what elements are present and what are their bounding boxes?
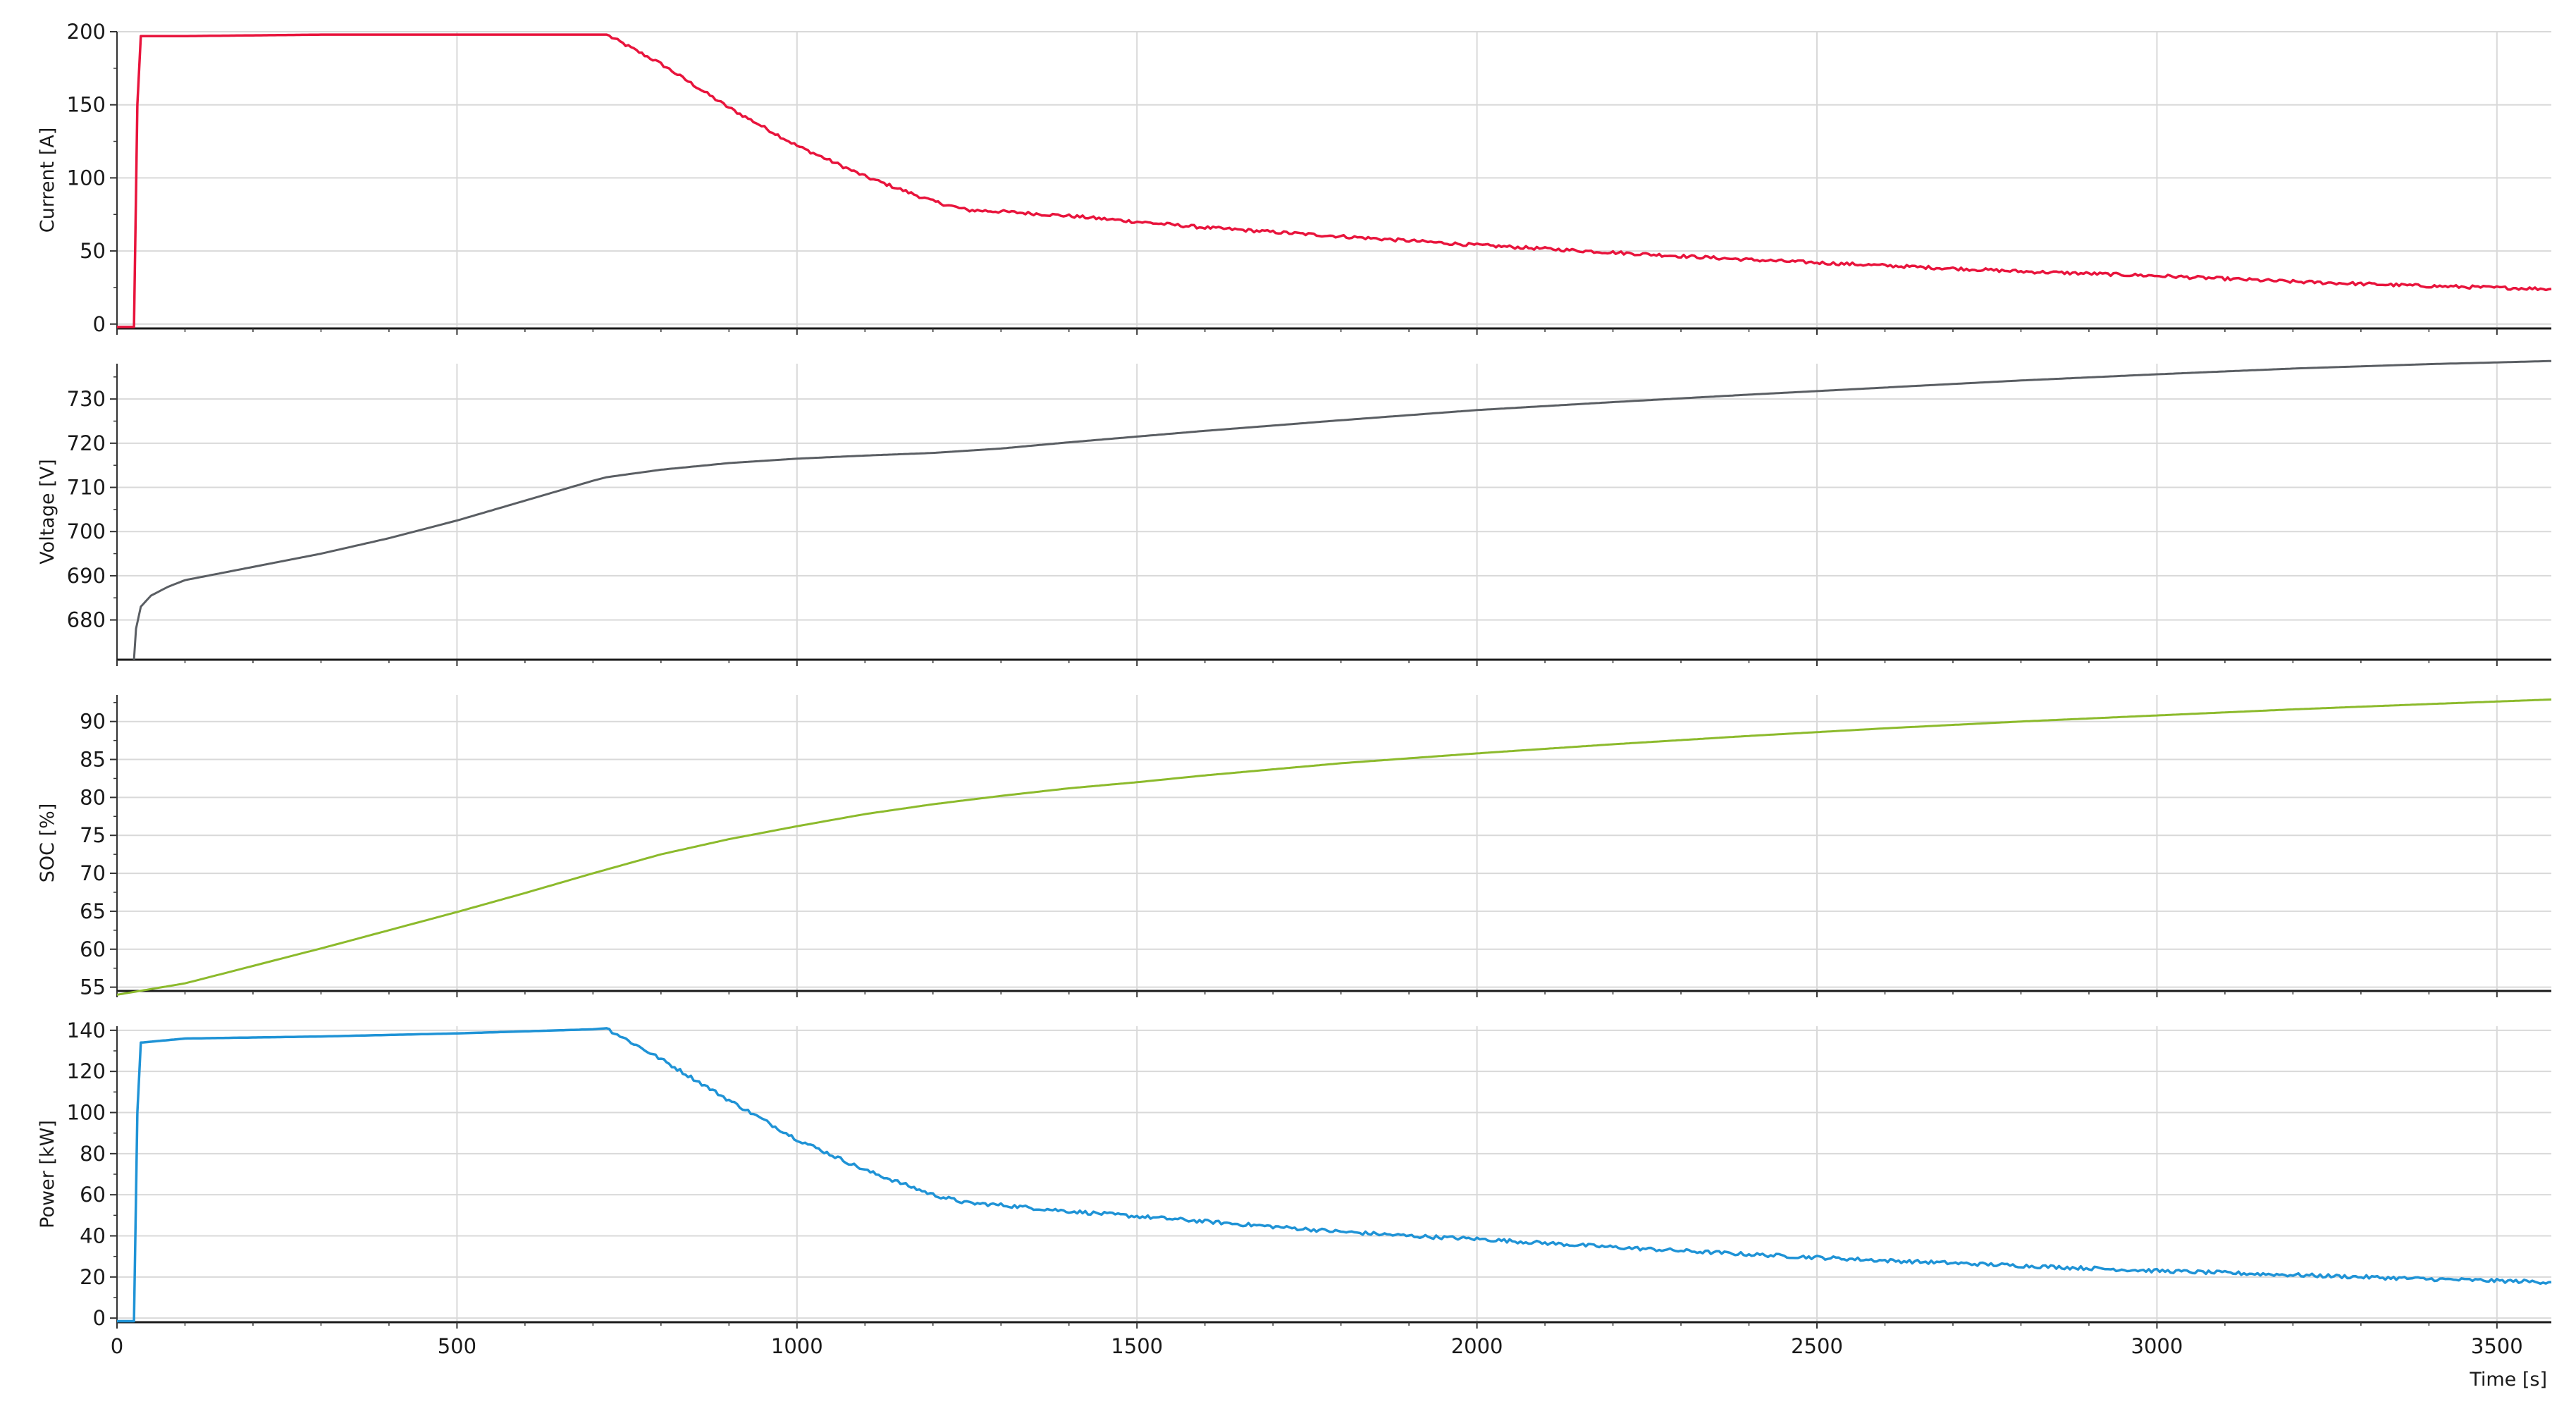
y-axis-label: Voltage [V] xyxy=(37,459,58,564)
x-tick-label: 0 xyxy=(111,1334,123,1358)
series-line xyxy=(116,698,2552,996)
y-tick-label: 200 xyxy=(67,20,106,44)
y-tick-label: 85 xyxy=(80,748,106,772)
x-axis-label: Time [s] xyxy=(2469,1369,2547,1391)
y-tick-label: 680 xyxy=(67,608,106,632)
x-tick-label: 2500 xyxy=(1791,1334,1843,1358)
y-tick-label: 80 xyxy=(80,785,106,809)
panel-1: 0 50 100 150 200 Current [A] xyxy=(37,20,2552,336)
y-tick-label: 55 xyxy=(80,975,106,999)
y-tick-label: 100 xyxy=(67,166,106,190)
y-tick-label: 60 xyxy=(80,1183,106,1207)
series-line xyxy=(133,359,2552,660)
panel-2: 680 690 700 710 720 730 Voltage [V] xyxy=(37,359,2552,666)
y-tick-label: 150 xyxy=(67,93,106,117)
panel-4: 0 20 40 60 80 100 120 140 Power [kW] xyxy=(37,1018,2552,1330)
x-tick-label: 1000 xyxy=(771,1334,823,1358)
x-tick-label: 500 xyxy=(438,1334,476,1358)
y-tick-label: 710 xyxy=(67,476,106,500)
panel-3: 55 60 65 70 75 80 85 90 SOC [%] xyxy=(37,695,2552,999)
y-tick-label: 75 xyxy=(80,823,106,847)
y-tick-label: 20 xyxy=(80,1265,106,1289)
y-tick-label: 90 xyxy=(80,710,106,734)
y-tick-label: 690 xyxy=(67,564,106,588)
series-line xyxy=(117,33,2552,328)
y-tick-label: 730 xyxy=(67,387,106,411)
y-tick-label: 50 xyxy=(80,239,106,263)
y-tick-label: 40 xyxy=(80,1224,106,1248)
y-tick-label: 100 xyxy=(67,1101,106,1125)
y-tick-label: 700 xyxy=(67,519,106,543)
y-tick-label: 120 xyxy=(67,1059,106,1083)
x-tick-label: 1500 xyxy=(1111,1334,1163,1358)
y-tick-label: 70 xyxy=(80,861,106,885)
x-tick-label: 3500 xyxy=(2471,1334,2523,1358)
series-line xyxy=(117,1027,2552,1323)
y-tick-label: 60 xyxy=(80,937,106,961)
y-axis-label: SOC [%] xyxy=(37,803,58,883)
y-tick-label: 80 xyxy=(80,1142,106,1166)
y-tick-label: 0 xyxy=(93,1306,106,1330)
y-tick-label: 0 xyxy=(93,312,106,336)
x-tick-label: 2000 xyxy=(1451,1334,1503,1358)
y-tick-label: 720 xyxy=(67,431,106,455)
y-axis-label: Current [A] xyxy=(37,128,58,233)
x-tick-label: 3000 xyxy=(2131,1334,2183,1358)
y-tick-label: 65 xyxy=(80,899,106,923)
y-tick-label: 140 xyxy=(67,1018,106,1042)
y-axis-label: Power [kW] xyxy=(37,1120,58,1228)
